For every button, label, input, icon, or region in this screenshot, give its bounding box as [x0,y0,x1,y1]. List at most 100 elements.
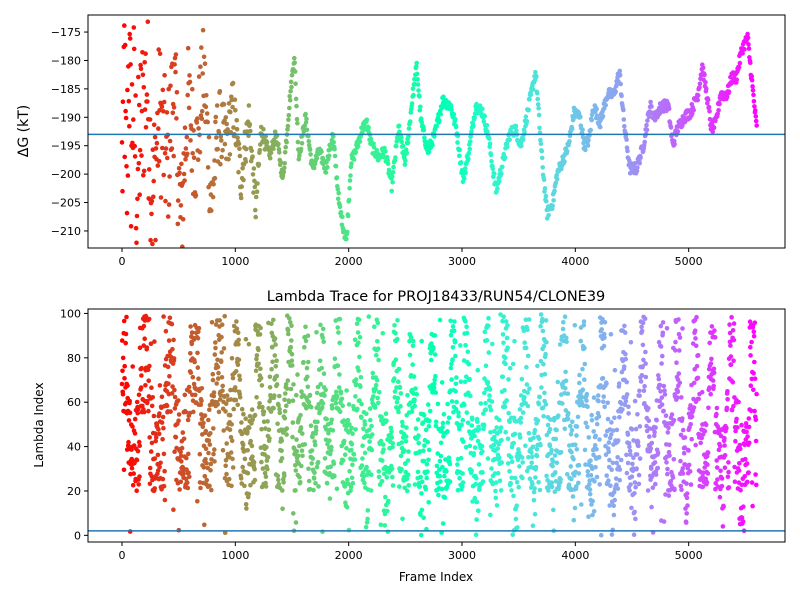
dg-point [219,138,224,143]
dg-point [467,146,473,152]
lambda-point [235,362,241,368]
lambda-point [273,364,279,369]
lambda-point [464,410,470,415]
lambda-point [745,434,750,439]
lambda-point [249,407,255,412]
lambda-point [179,459,184,464]
lambda-point [137,443,142,449]
lambda-point [215,357,220,363]
lambda-point [658,389,663,394]
lambda-point [359,401,364,407]
dg-point [215,146,220,152]
lambda-point [519,376,525,382]
dg-point [424,140,429,145]
dg-point [452,116,458,122]
lambda-point [218,392,223,398]
dg-point [524,119,530,124]
lambda-point [456,413,461,419]
dg-point [697,81,703,86]
lambda-point [337,316,343,322]
lambda-point [509,488,514,493]
lambda-point [348,484,354,490]
lambda-point [309,448,315,453]
lambda-point [714,465,720,470]
lambda-point [187,474,192,480]
dg-point [499,171,504,176]
dg-point [218,134,224,139]
lambda-point [426,457,431,463]
lambda-point [127,398,132,404]
dg-point [621,117,627,122]
dg-point [466,156,471,162]
lambda-point [753,438,759,444]
lambda-point [424,475,430,481]
dg-point [253,207,258,213]
lambda-point [511,493,516,499]
lambda-point [518,420,523,425]
lambda-point [481,422,487,428]
lambda-point [518,415,524,421]
lambda-point [587,481,592,487]
lambda-point [150,395,155,400]
lambda-point [639,328,645,334]
lambda-point [384,475,390,480]
lambda-point [311,487,316,493]
dg-point [238,192,244,197]
dg-point [214,103,220,108]
lambda-point [348,488,353,494]
lambda-point [628,452,633,457]
lambda-point [724,426,729,431]
lambda-point [523,317,529,323]
lambda-point [607,457,612,463]
lambda-point [379,479,385,484]
lambda-point [121,318,127,324]
lambda-point [404,476,410,482]
lambda-point [183,476,189,482]
lambda-point [451,410,456,415]
lambda-point [152,456,158,461]
lambda-point [353,427,358,432]
lambda-point [602,335,607,340]
lambda-point [600,376,606,381]
dg-point [753,108,758,113]
dg-point [748,60,753,65]
lambda-point [267,374,273,380]
lambda-point [484,338,490,343]
dg-point [502,155,508,160]
lambda-point [179,445,185,451]
lambda-point [726,460,731,465]
lambda-point [609,532,615,537]
lambda-point [291,511,296,516]
dg-point [371,141,376,147]
lambda-point [634,452,640,457]
lambda-point [533,464,539,470]
lambda-point [625,460,631,466]
dg-point [149,198,155,204]
lambda-point [297,443,302,449]
dg-point [488,152,494,158]
lambda-point [327,451,333,457]
lambda-point [332,356,338,362]
lambda-point [577,380,582,386]
lambda-point [421,413,427,418]
lambda-point [751,370,756,376]
lambda-point [412,397,417,403]
lambda-point [365,516,370,522]
lambda-point [467,376,472,382]
lambda-point [354,382,359,387]
lambda-point [184,455,189,461]
lambda-point [328,448,334,453]
dg-point [347,185,352,191]
lambda-point [578,338,584,344]
lambda-point [432,381,437,386]
dg-point [124,164,129,169]
lambda-point [355,406,360,412]
lambda-point [237,373,242,379]
dg-point [746,46,752,51]
lambda-point [696,396,701,402]
dg-point [702,72,707,78]
lambda-point [609,467,614,473]
dg-point [298,146,304,152]
lambda-point [442,495,448,500]
dg-point [199,109,205,114]
